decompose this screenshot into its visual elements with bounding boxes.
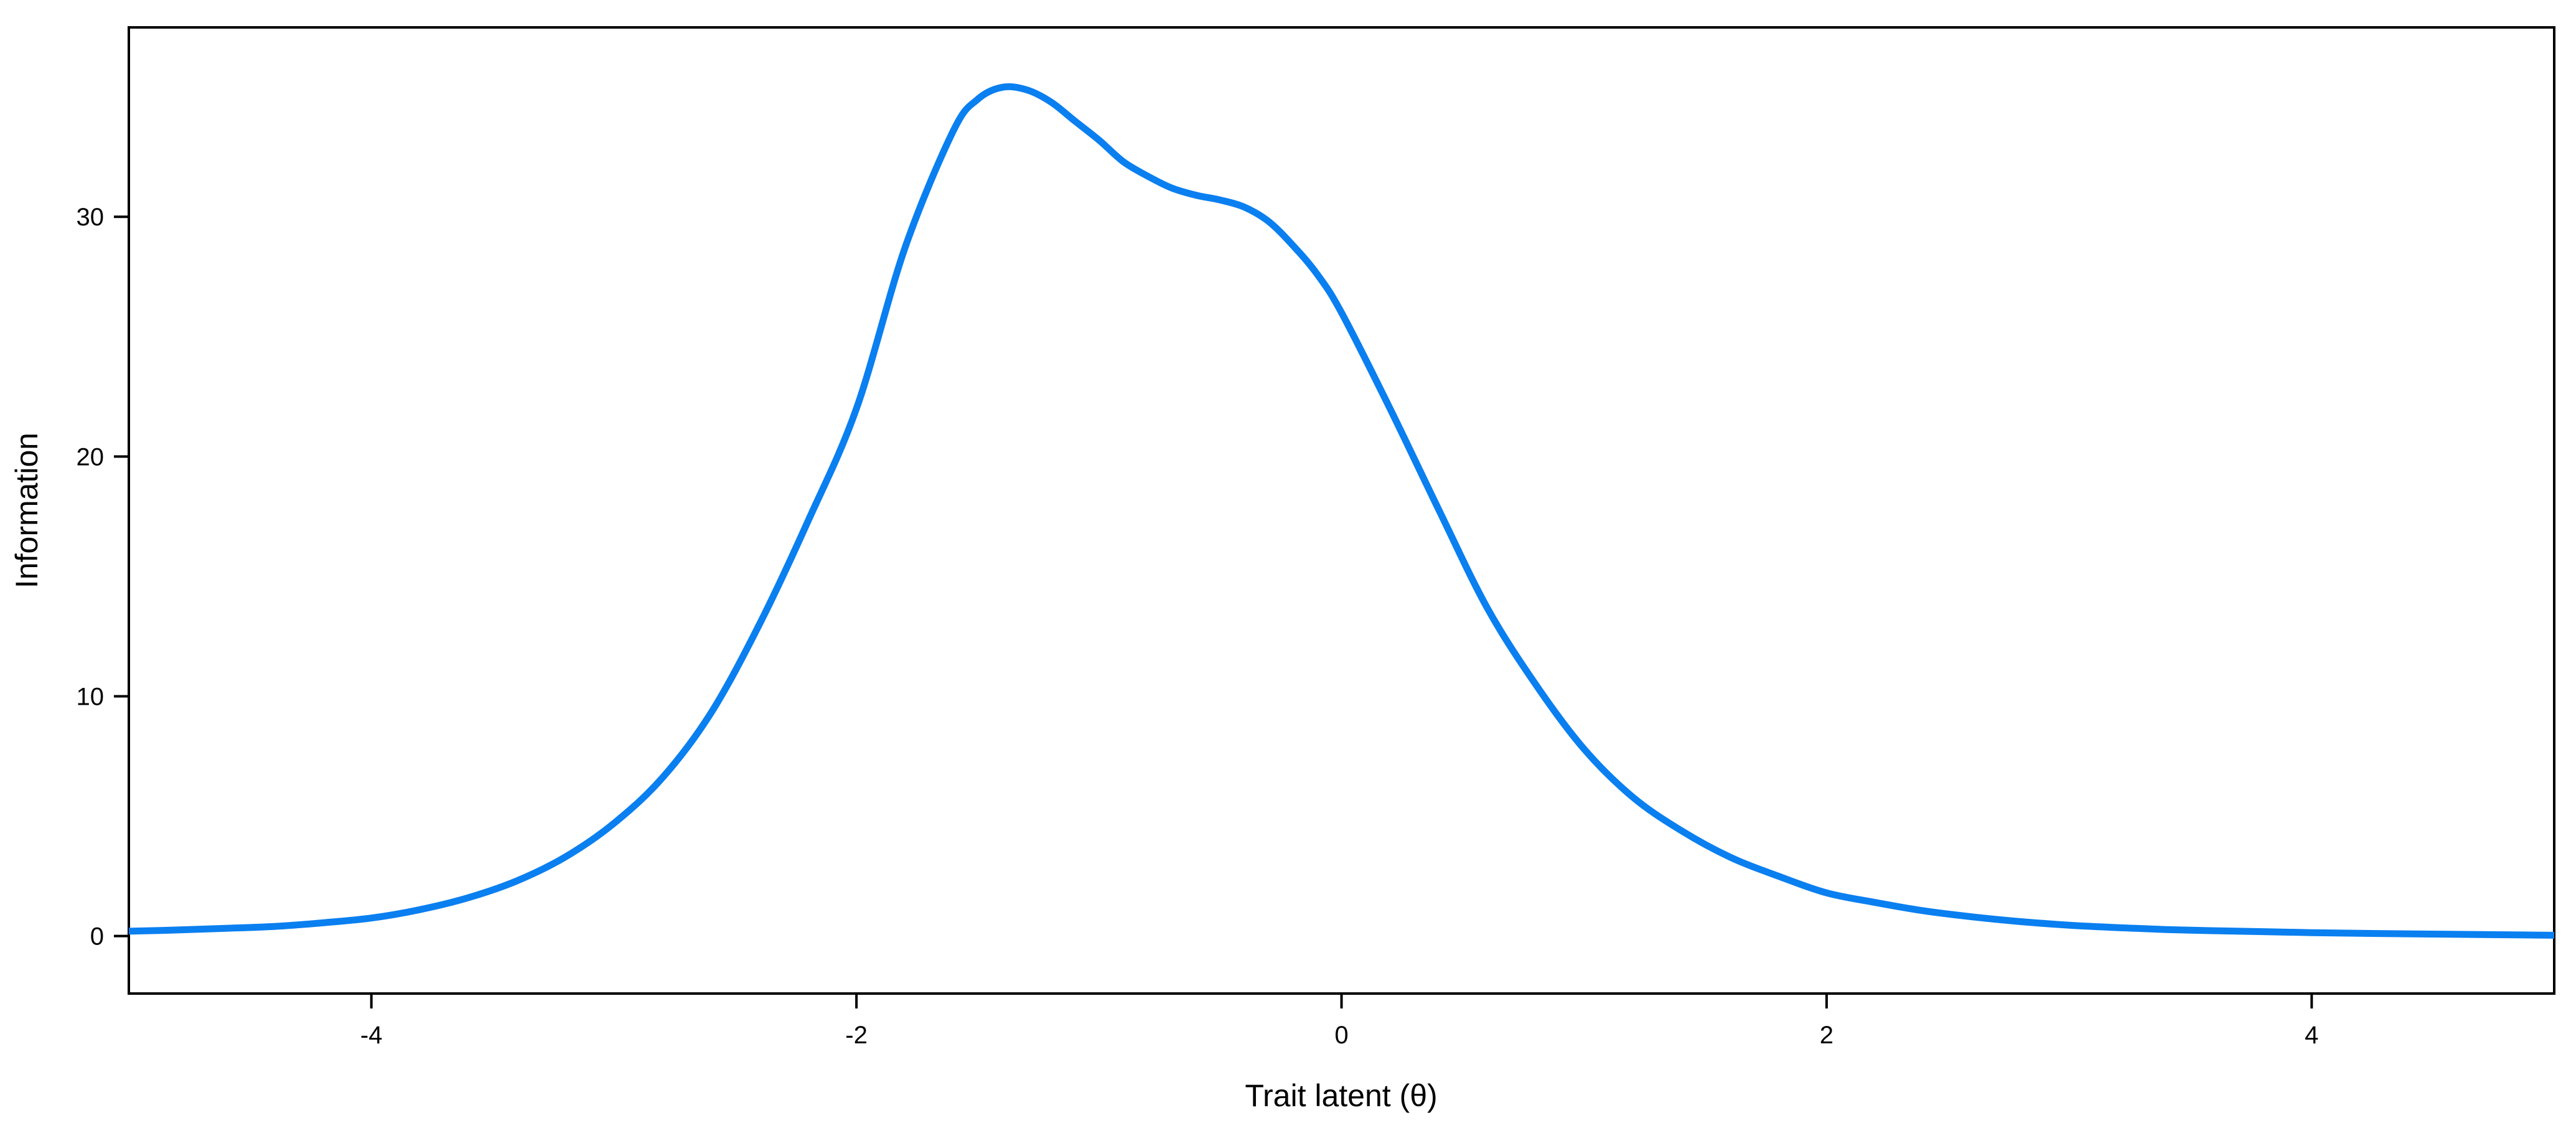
y-tick-label: 30 bbox=[77, 204, 105, 231]
x-tick-label: -4 bbox=[360, 1022, 383, 1049]
y-tick-label: 0 bbox=[90, 923, 104, 951]
x-tick-label: 2 bbox=[1820, 1022, 1834, 1049]
plot-frame bbox=[128, 26, 2555, 995]
x-tick-label: -2 bbox=[845, 1022, 868, 1049]
series-layer bbox=[128, 83, 2555, 939]
y-axis: 0 10 20 30 bbox=[77, 204, 129, 951]
y-tick-label: 10 bbox=[77, 683, 105, 710]
x-tick-label: 0 bbox=[1334, 1022, 1348, 1049]
x-axis: -4 -2 0 2 4 bbox=[360, 994, 2318, 1049]
information-curve bbox=[128, 83, 2555, 939]
y-axis-title: Information bbox=[9, 433, 44, 588]
x-axis-title: Trait latent (θ) bbox=[1245, 1078, 1437, 1113]
y-tick-label: 20 bbox=[77, 443, 105, 471]
x-tick-label: 4 bbox=[2305, 1022, 2318, 1049]
